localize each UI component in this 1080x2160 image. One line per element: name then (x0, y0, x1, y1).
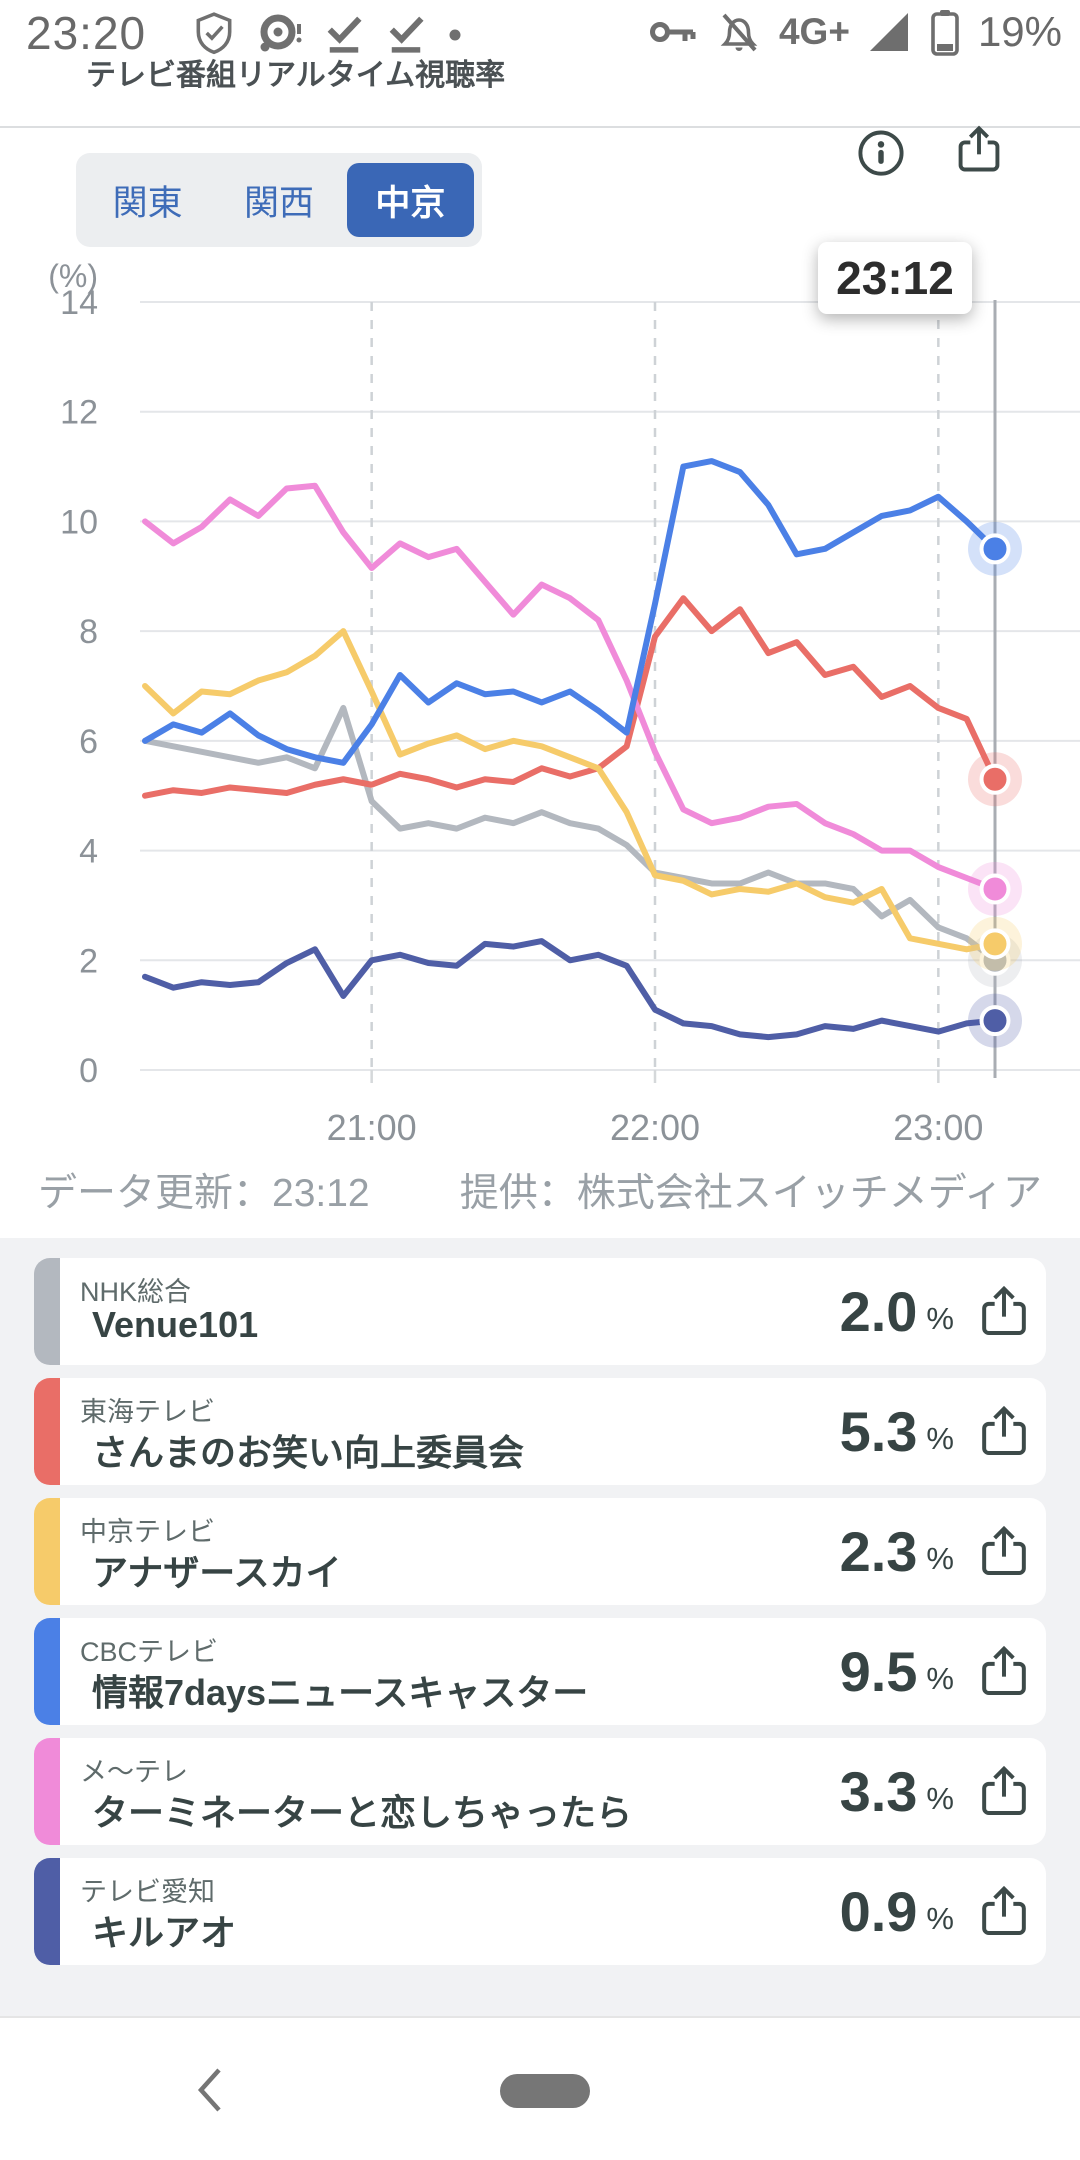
screen-record-icon (260, 14, 302, 52)
shield-check-icon (196, 12, 232, 55)
marker-dot (979, 928, 1011, 960)
y-axis-tick-label: 10 (60, 503, 98, 541)
list-item[interactable]: テレビ愛知キルアオ 0.9% (34, 1858, 1046, 1965)
time-tooltip: 23:12 (818, 242, 972, 314)
y-axis-tick-label: 14 (60, 284, 98, 322)
program-list: NHK総合 Venue101 2.0% 東海テレビさんまのお笑い向上委員会 5.3% 中京… (0, 1238, 1080, 2016)
x-axis-tick-label: 21:00 (327, 1107, 417, 1148)
y-axis-tick-label: 4 (79, 833, 98, 871)
program-title: 情報7daysニュースキャスター (92, 1672, 589, 1713)
channel-color-bar (34, 1738, 60, 1845)
y-axis-tick-label: 6 (79, 723, 98, 761)
channel-color-bar (34, 1378, 60, 1485)
x-axis-tick-label: 22:00 (610, 1107, 700, 1148)
list-item[interactable]: 東海テレビさんまのお笑い向上委員会 5.3% (34, 1378, 1046, 1485)
battery-percent-label: 19% (977, 8, 1062, 55)
channel-color-bar (34, 1258, 60, 1365)
rating-value: 5.3% (839, 1400, 954, 1463)
series-line (142, 704, 998, 964)
x-axis-tick-label: 23:00 (893, 1107, 983, 1148)
channel-name: テレビ愛知 (80, 1877, 215, 1907)
marker-dot (979, 873, 1011, 905)
series-line (142, 458, 998, 766)
notification-dot-icon (449, 29, 461, 41)
channel-color-bar (34, 1858, 60, 1965)
page-title: テレビ番組リアルタイム視聴率 (86, 59, 506, 92)
clock-text: 23:20 (26, 7, 147, 59)
row-share-icon[interactable] (976, 1764, 1032, 1820)
region-tabs: 関東 関西 中京 (76, 153, 482, 247)
row-share-icon[interactable] (976, 1404, 1032, 1460)
marker-dot (979, 533, 1011, 565)
y-axis-tick-label: 0 (79, 1052, 98, 1090)
tab-chukyo[interactable]: 中京 (346, 163, 474, 237)
series-line (142, 482, 998, 892)
info-icon[interactable] (855, 126, 907, 178)
home-pill[interactable] (500, 2074, 590, 2108)
y-axis-tick-label: 12 (60, 394, 98, 432)
series-line (142, 938, 998, 1041)
download-check-icon (327, 16, 362, 53)
y-axis-tick-label: 2 (79, 942, 98, 980)
rating-value: 2.0% (839, 1280, 954, 1343)
list-item[interactable]: CBCテレビ情報7daysニュースキャスター 9.5% (34, 1618, 1046, 1725)
share-icon[interactable] (953, 124, 1005, 176)
row-share-icon[interactable] (976, 1524, 1032, 1580)
program-title: キルアオ (92, 1912, 237, 1953)
row-share-icon[interactable] (976, 1644, 1032, 1700)
list-item[interactable]: メ〜テレターミネーターと恋しちゃったら 3.3% (34, 1738, 1046, 1845)
row-share-icon[interactable] (976, 1284, 1032, 1340)
channel-name: 中京テレビ (80, 1517, 215, 1547)
program-title: さんまのお笑い向上委員会 (92, 1432, 525, 1473)
series-line (142, 595, 998, 799)
tab-kanto[interactable]: 関東 (112, 183, 183, 223)
y-axis-tick-label: 8 (79, 613, 98, 651)
list-item[interactable]: 中京テレビアナザースカイ 2.3% (34, 1498, 1046, 1605)
marker-dot (979, 1005, 1011, 1037)
back-chevron-icon[interactable] (196, 2066, 224, 2114)
channel-name: NHK総合 (80, 1277, 192, 1307)
notifications-off-icon (720, 13, 758, 52)
channel-name: メ〜テレ (80, 1757, 188, 1787)
tab-kansai[interactable]: 関西 (243, 183, 314, 223)
signal-strength-icon (869, 13, 908, 51)
rating-value: 0.9% (839, 1880, 954, 1943)
series-line (142, 628, 998, 953)
row-share-icon[interactable] (976, 1884, 1032, 1940)
list-item[interactable]: NHK総合 Venue101 2.0% (34, 1258, 1046, 1365)
provider-label: 提供：株式会社スイッチメディア (459, 1172, 1042, 1215)
rating-value: 3.3% (839, 1760, 954, 1823)
download-check-icon-2 (389, 16, 424, 53)
status-left-icons (192, 10, 464, 58)
data-updated-label: データ更新：23:12 (38, 1172, 370, 1215)
network-type-label: 4G+ (778, 11, 850, 52)
vpn-key-icon (649, 22, 696, 42)
program-title: アナザースカイ (92, 1552, 342, 1593)
channel-name: CBCテレビ (80, 1637, 219, 1667)
y-axis-unit-label: (%) (48, 258, 98, 294)
program-title: Venue101 (92, 1304, 259, 1345)
battery-icon (931, 10, 959, 56)
header-divider (0, 126, 1080, 128)
channel-color-bar (34, 1498, 60, 1605)
rating-value: 2.3% (839, 1520, 954, 1583)
marker-dot (979, 763, 1011, 795)
navigation-bar (0, 2016, 1080, 2160)
status-right-icons: 4G+ 19% (647, 6, 1062, 58)
program-title: ターミネーターと恋しちゃったら (92, 1792, 633, 1833)
channel-color-bar (34, 1618, 60, 1725)
rating-value: 9.5% (839, 1640, 954, 1703)
channel-name: 東海テレビ (80, 1397, 215, 1427)
